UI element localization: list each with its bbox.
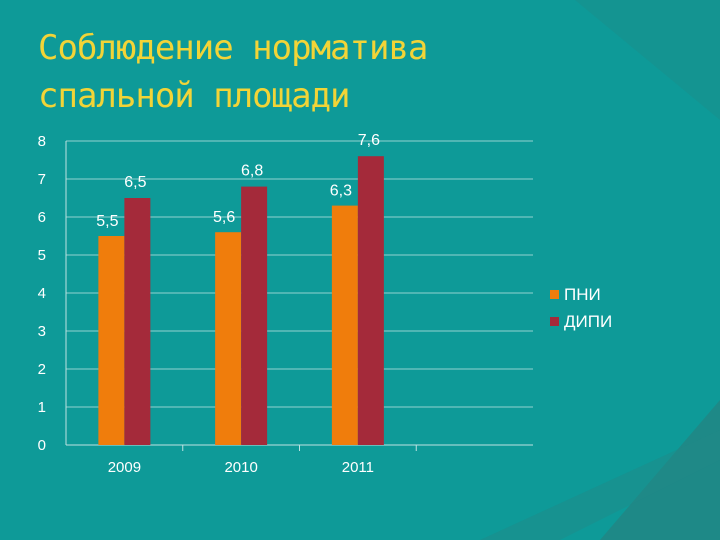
y-tick-label: 8: [38, 133, 46, 150]
legend-swatch-dipi: [550, 317, 559, 326]
y-tick-label: 3: [38, 323, 46, 340]
bar-dipi-2010: [241, 186, 268, 445]
data-labels: 5,5 6,5 5,6 6,8 6,3 7,6: [96, 132, 380, 230]
data-label-dipi: 6,5: [124, 174, 146, 191]
data-label-dipi: 6,8: [241, 163, 263, 180]
x-tick-label: 2010: [224, 459, 257, 476]
data-label-pni: 6,3: [330, 183, 352, 200]
chart-legend: ПНИ ДИПИ: [550, 281, 612, 335]
data-label-pni: 5,6: [213, 209, 235, 226]
title-line-2: спальной площади: [38, 76, 351, 116]
legend-label-pni: ПНИ: [564, 284, 601, 304]
legend-item-pni: ПНИ: [550, 281, 612, 308]
slide-title: Соблюдение норматива спальной площади: [38, 24, 558, 120]
legend-item-dipi: ДИПИ: [550, 308, 612, 335]
y-tick-label: 1: [38, 399, 46, 416]
x-tick-label: 2009: [108, 459, 141, 476]
data-label-pni: 5,5: [96, 213, 118, 230]
title-line-1: Соблюдение норматива: [38, 28, 428, 68]
bar-dipi-2011: [357, 156, 384, 445]
y-tick-label: 6: [38, 209, 46, 226]
y-tick-label: 5: [38, 247, 46, 264]
y-tick-label: 0: [38, 437, 46, 454]
bar-pni-2011: [331, 205, 358, 445]
bars: [98, 156, 384, 445]
x-tick-label: 2011: [342, 459, 374, 476]
legend-label-dipi: ДИПИ: [564, 311, 613, 331]
data-label-dipi: 7,6: [358, 132, 380, 149]
bar-pni-2009: [98, 236, 125, 445]
bar-dipi-2009: [124, 198, 151, 445]
y-tick-label: 4: [38, 285, 46, 302]
y-tick-label: 2: [38, 361, 46, 378]
y-tick-label: 7: [38, 171, 46, 188]
bar-pni-2010: [215, 232, 242, 445]
legend-swatch-pni: [550, 290, 559, 299]
